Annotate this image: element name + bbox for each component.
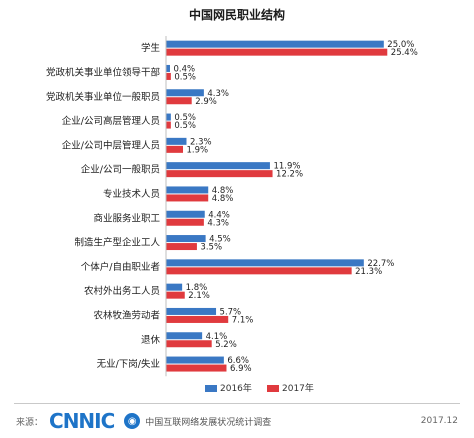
bar-2016年-7 [166,210,205,218]
category-label: 农村外出务工人员 [84,285,160,297]
value-label: 4.4% [208,210,230,220]
value-label: 12.2% [276,170,303,180]
bar-2017年-9 [166,267,352,275]
bar-2016年-5 [166,162,270,170]
bar-2017年-12 [166,340,212,348]
value-label: 0.5% [174,113,196,123]
bar-2016年-3 [166,113,171,121]
category-label: 无业/下岗/失业 [97,358,160,370]
value-label: 5.2% [215,340,237,350]
source-label: 来源： [16,417,44,428]
bar-2017年-0 [166,48,388,56]
value-label: 4.3% [207,89,229,99]
bar-2017年-10 [166,291,185,299]
value-label: 4.3% [207,218,229,228]
bar-2017年-3 [166,121,171,129]
bar-2017年-4 [166,145,184,153]
value-label: 3.5% [200,243,222,253]
value-label: 1.8% [186,283,208,293]
legend-swatch [205,385,217,392]
bar-2016年-13 [166,356,224,364]
value-label: 2.3% [190,137,212,147]
bar-2017年-13 [166,364,227,372]
value-label: 6.6% [227,356,249,366]
legend-swatch [267,385,279,392]
footer: 来源： CNNIC ◉ 中国互联网络发展状况统计调查 2017.12 [16,408,458,434]
category-label: 制造生产型企业工人 [74,237,160,249]
category-label: 专业技术人员 [103,188,160,200]
bar-2016年-8 [166,235,206,243]
category-label: 企业/公司高层管理人员 [62,115,160,127]
value-label: 25.4% [391,48,418,58]
bar-2016年-6 [166,186,209,194]
survey-icon: ◉ [124,413,141,429]
value-label: 25.0% [387,40,414,50]
cnnic-logo: CNNIC [49,409,115,433]
category-label: 企业/公司一般职员 [81,164,160,176]
bar-chart: 学生 25.0%25.4%党政机关事业单位领导干部 0.4%0.5%党政机关事业单位… [46,36,418,394]
category-label: 个体户/自由职业者 [81,261,160,273]
bar-2016年-10 [166,283,183,291]
value-label: 4.8% [212,194,234,204]
value-label: 2.1% [188,291,210,301]
chart-title: 中国网民职业结构 [188,8,285,22]
value-label: 21.3% [355,267,382,277]
bar-2016年-1 [166,64,170,72]
value-label: 1.9% [187,145,209,155]
bar-2017年-5 [166,170,273,178]
bar-2016年-9 [166,259,364,267]
value-label: 0.5% [174,72,196,82]
value-label: 0.5% [174,121,196,131]
bar-2016年-2 [166,89,204,97]
value-label: 11.9% [273,162,300,172]
bar-2017年-1 [166,72,171,80]
report-date: 2017.12 [420,416,458,426]
survey-name: 中国互联网络发展状况统计调查 [145,417,272,428]
bar-2017年-11 [166,315,229,323]
category-label: 退休 [141,334,161,346]
bar-2016年-11 [166,307,217,315]
bar-2017年-8 [166,243,197,251]
value-label: 22.7% [367,259,394,269]
bar-2017年-6 [166,194,209,202]
bar-2016年-4 [166,137,187,145]
footer-divider [14,403,460,404]
value-label: 0.4% [173,64,195,74]
value-label: 4.8% [212,186,234,196]
legend-label: 2016年 [220,382,252,394]
category-label: 农林牧渔劳动者 [93,309,160,321]
bar-2017年-2 [166,97,192,105]
category-label: 学生 [141,42,161,54]
category-label: 企业/公司中层管理人员 [62,139,160,151]
legend-label: 2017年 [282,382,314,394]
value-label: 4.5% [209,235,231,245]
category-label: 党政机关事业单位一般职员 [46,91,160,103]
value-label: 6.9% [230,364,252,374]
value-label: 5.7% [220,307,242,317]
category-label: 商业服务业职工 [93,212,160,224]
category-label: 党政机关事业单位领导干部 [46,66,160,78]
bar-2017年-7 [166,218,204,226]
bar-2016年-0 [166,40,384,48]
value-label: 4.1% [206,332,228,342]
bar-2016年-12 [166,332,203,340]
value-label: 7.1% [232,315,254,325]
value-label: 2.9% [195,97,217,107]
